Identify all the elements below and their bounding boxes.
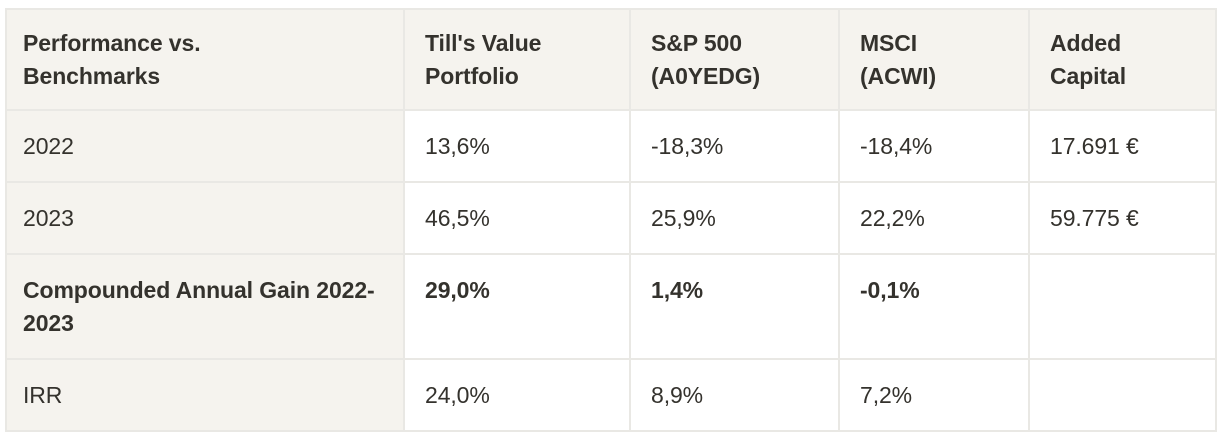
row-label-2023: 2023 (5, 181, 405, 255)
performance-benchmarks-table: Performance vs. Benchmarks Till's Value … (5, 8, 1217, 432)
row-label-2022: 2022 (5, 109, 405, 183)
table-row-compounded-annual-gain: Compounded Annual Gain 2022-2023 29,0% 1… (5, 253, 1217, 360)
column-header-msci-acwi: MSCI (ACWI) (838, 8, 1030, 111)
column-header-tills-value-portfolio: Till's Value Portfolio (403, 8, 631, 111)
row-label-irr: IRR (5, 358, 405, 432)
cell-irr-portfolio: 24,0% (403, 358, 631, 432)
header-line: Capital (1050, 63, 1126, 89)
cell-cag-msci: -0,1% (838, 253, 1030, 360)
header-line: S&P 500 (651, 30, 742, 56)
cell-2023-portfolio: 46,5% (403, 181, 631, 255)
cell-2023-added-capital: 59.775 € (1028, 181, 1217, 255)
header-line: MSCI (860, 30, 918, 56)
column-header-added-capital: Added Capital (1028, 8, 1217, 111)
header-line: Performance vs. (23, 30, 201, 56)
cell-cag-added-capital (1028, 253, 1217, 360)
table-row-2022: 2022 13,6% -18,3% -18,4% 17.691 € (5, 109, 1217, 183)
cell-2022-msci: -18,4% (838, 109, 1030, 183)
column-header-sp500: S&P 500 (A0YEDG) (629, 8, 840, 111)
table-row-2023: 2023 46,5% 25,9% 22,2% 59.775 € (5, 181, 1217, 255)
header-line: Benchmarks (23, 63, 161, 89)
header-row: Performance vs. Benchmarks Till's Value … (5, 8, 1217, 111)
cell-cag-portfolio: 29,0% (403, 253, 631, 360)
cell-irr-added-capital (1028, 358, 1217, 432)
cell-irr-sp500: 8,9% (629, 358, 840, 432)
header-line: (ACWI) (860, 63, 937, 89)
cell-cag-sp500: 1,4% (629, 253, 840, 360)
cell-2023-msci: 22,2% (838, 181, 1030, 255)
cell-2023-sp500: 25,9% (629, 181, 840, 255)
cell-2022-portfolio: 13,6% (403, 109, 631, 183)
header-line: (A0YEDG) (651, 63, 761, 89)
column-header-performance-vs-benchmarks: Performance vs. Benchmarks (5, 8, 405, 111)
cell-irr-msci: 7,2% (838, 358, 1030, 432)
cell-2022-added-capital: 17.691 € (1028, 109, 1217, 183)
table-row-irr: IRR 24,0% 8,9% 7,2% (5, 358, 1217, 432)
cell-2022-sp500: -18,3% (629, 109, 840, 183)
row-label-compounded-annual-gain: Compounded Annual Gain 2022-2023 (5, 253, 405, 360)
header-line: Added (1050, 30, 1122, 56)
header-line: Portfolio (425, 63, 519, 89)
header-line: Till's Value (425, 30, 542, 56)
